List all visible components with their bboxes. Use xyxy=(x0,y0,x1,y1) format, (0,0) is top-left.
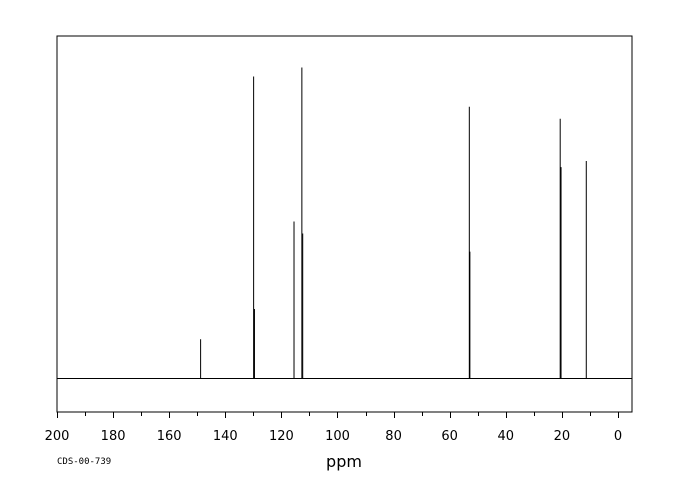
x-tick-label: 20 xyxy=(554,429,571,444)
x-tick-label: 120 xyxy=(269,429,294,444)
x-tick-label: 180 xyxy=(101,429,126,444)
x-tick-label: 0 xyxy=(614,429,622,444)
spectrum-id-footnote: CDS-00-739 xyxy=(57,457,112,467)
x-tick-label: 100 xyxy=(325,429,350,444)
x-axis-ticks xyxy=(57,412,619,418)
x-tick-label: 140 xyxy=(213,429,238,444)
x-tick-label: 80 xyxy=(385,429,402,444)
x-tick-label: 200 xyxy=(45,429,70,444)
x-tick-label: 40 xyxy=(498,429,515,444)
x-tick-label: 60 xyxy=(441,429,458,444)
x-axis-tick-labels: 200 180 160 140 120 100 80 60 40 20 0 xyxy=(45,429,623,444)
spectrum-peaks xyxy=(200,67,587,379)
x-tick-label: 160 xyxy=(157,429,182,444)
plot-frame xyxy=(56,35,633,413)
x-axis-title: ppm xyxy=(326,452,362,471)
